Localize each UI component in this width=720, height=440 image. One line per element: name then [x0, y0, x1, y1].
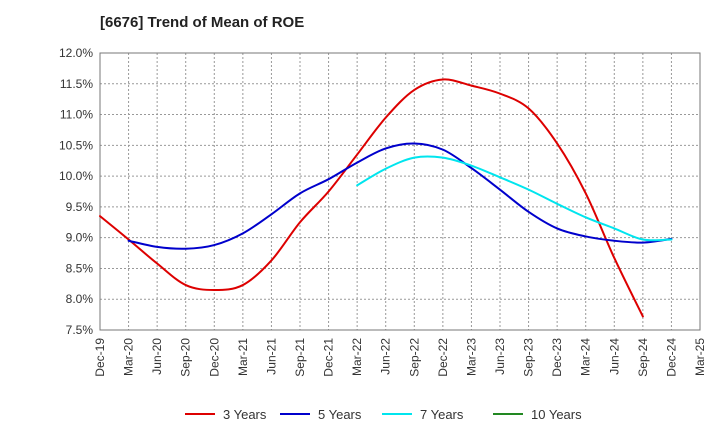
x-tick-label: Jun-24 [607, 338, 621, 375]
y-tick-label: 9.5% [66, 200, 94, 214]
x-tick-label: Sep-24 [636, 338, 650, 377]
series-line-5-years [127, 142, 673, 250]
y-axis: 7.5% 8.0% 8.5% 9.0% 9.5% 10.0% 10.5% 11.0% 11.5%… [59, 46, 93, 337]
x-tick-label: Sep-22 [407, 338, 421, 377]
y-tick-label: 7.5% [66, 323, 94, 337]
y-tick-label: 12.0% [59, 46, 93, 60]
y-tick-label: 10.0% [59, 169, 93, 183]
legend-label: 3 Years [223, 407, 267, 422]
x-tick-label: Mar-25 [693, 338, 707, 376]
x-axis: Dec-19 Mar-20 Jun-20 Sep-20 Dec-20 Mar-21 Jun-… [93, 338, 707, 377]
legend: 3 Years 5 Years 7 Years 10 Years [185, 407, 582, 422]
legend-label: 5 Years [318, 407, 362, 422]
y-tick-label: 11.0% [60, 108, 93, 122]
series-line-3-years [99, 78, 644, 318]
chart-title: [6676] Trend of Mean of ROE [100, 14, 305, 31]
x-tick-label: Jun-21 [264, 338, 278, 375]
x-tick-label: Sep-23 [522, 338, 536, 377]
x-tick-label: Dec-20 [207, 338, 221, 377]
x-tick-label: Mar-22 [350, 338, 364, 376]
legend-label: 7 Years [420, 407, 464, 422]
x-tick-label: Dec-23 [550, 338, 564, 377]
x-tick-label: Jun-23 [493, 338, 507, 375]
y-tick-label: 8.5% [66, 261, 94, 275]
y-tick-label: 8.0% [66, 292, 94, 306]
series-line-7-years [356, 155, 673, 242]
x-tick-label: Sep-20 [179, 338, 193, 377]
x-tick-label: Mar-20 [122, 338, 136, 376]
y-tick-label: 10.5% [59, 138, 93, 152]
series [99, 78, 673, 318]
x-tick-label: Mar-23 [464, 338, 478, 376]
x-tick-label: Dec-21 [322, 338, 336, 377]
y-tick-label: 9.0% [66, 231, 94, 245]
x-tick-label: Mar-24 [579, 338, 593, 376]
x-tick-label: Dec-22 [436, 338, 450, 377]
x-tick-label: Jun-20 [150, 338, 164, 375]
x-tick-label: Sep-21 [293, 338, 307, 377]
legend-label: 10 Years [531, 407, 582, 422]
plot-frame [99, 52, 701, 331]
x-tick-label: Dec-24 [664, 338, 678, 377]
y-tick-label: 11.5% [60, 77, 93, 91]
x-tick-label: Jun-22 [379, 338, 393, 375]
x-tick-label: Dec-19 [93, 338, 107, 377]
grid [100, 53, 700, 330]
x-tick-label: Mar-21 [236, 338, 250, 376]
